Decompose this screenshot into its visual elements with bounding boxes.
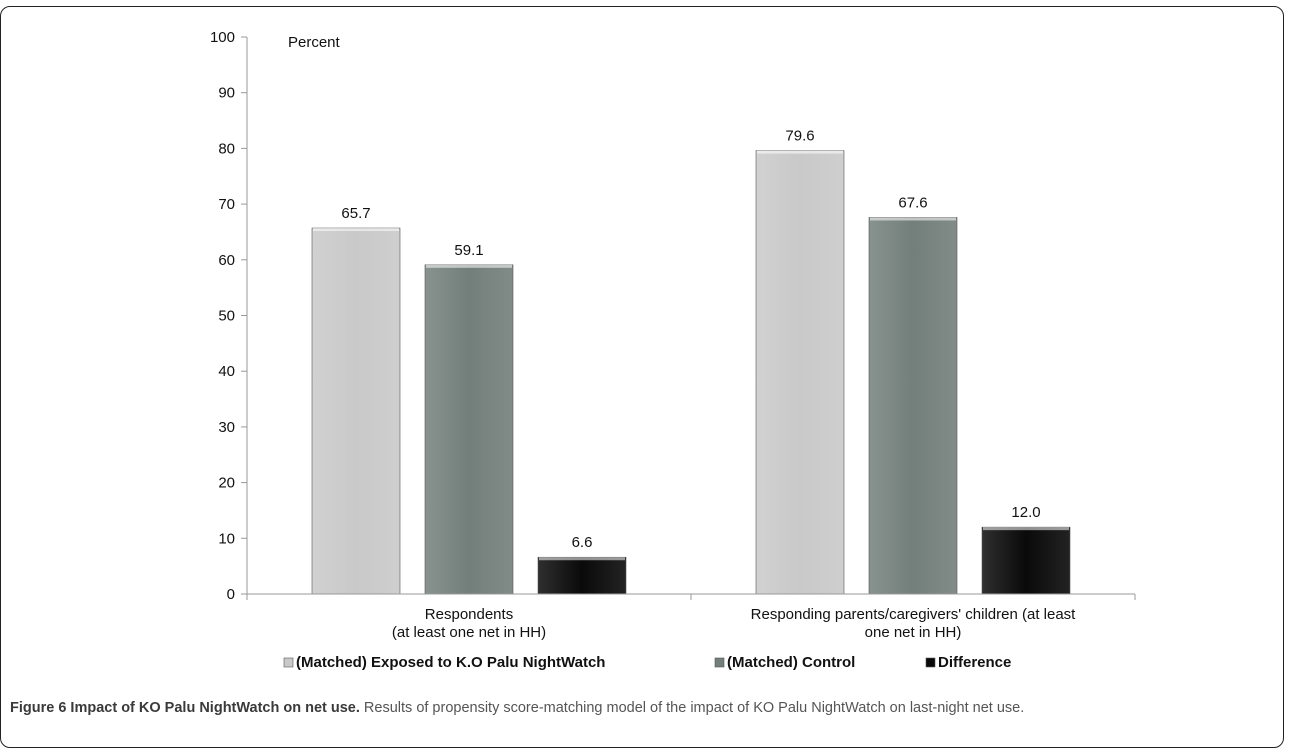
data-label: 67.6	[898, 194, 927, 211]
caption-text: Results of propensity score-matching mod…	[359, 700, 1025, 716]
y-tick-label: 0	[227, 586, 235, 603]
legend-swatch	[283, 657, 294, 668]
y-tick-label: 70	[218, 196, 235, 213]
x-category-label: one net in HH)	[865, 624, 962, 641]
y-tick-label: 50	[218, 308, 235, 325]
x-axis: Respondents(at least one net in HH) Respo…	[246, 593, 1136, 641]
y-tick-label: 30	[218, 419, 235, 436]
data-label: 59.1	[454, 242, 483, 259]
data-label: 79.6	[785, 128, 814, 145]
y-tick-label: 80	[218, 140, 235, 157]
y-axis: 0 10 20 30 40 50 60 70 80 90 100	[210, 29, 248, 603]
caption-label: Figure 6 Impact of KO Palu NightWatch on…	[10, 700, 360, 716]
value-labels: 65.7 59.1 6.6 79.6 67.6 12.0	[341, 128, 1040, 552]
y-tick-label: 10	[218, 530, 235, 547]
y-tick-label: 100	[210, 29, 235, 46]
legend-swatch	[925, 657, 936, 668]
x-category-label: (at least one net in HH)	[392, 624, 546, 641]
bar	[868, 217, 958, 595]
bar-highlight	[983, 527, 1069, 531]
x-category-label: Respondents	[425, 606, 513, 623]
legend-label: (Matched) Exposed to K.O Palu NightWatch	[296, 654, 605, 671]
bar-highlight	[539, 557, 625, 561]
bar	[981, 526, 1071, 595]
bar	[537, 556, 627, 595]
y-axis-label: Percent	[288, 34, 341, 51]
legend-swatch	[714, 657, 725, 668]
data-label: 12.0	[1011, 504, 1040, 521]
data-label: 65.7	[341, 205, 370, 222]
bar-highlight	[426, 264, 512, 268]
y-tick-label: 90	[218, 85, 235, 102]
data-label: 6.6	[572, 534, 593, 551]
y-tick-label: 20	[218, 475, 235, 492]
y-tick-label: 60	[218, 252, 235, 269]
x-category-label: Responding parents/caregivers' children …	[751, 606, 1077, 623]
legend-label: (Matched) Control	[727, 654, 855, 671]
bar	[311, 227, 401, 595]
bar	[424, 264, 514, 595]
y-tick-label: 40	[218, 363, 235, 380]
legend: (Matched) Exposed to K.O Palu NightWatch…	[283, 654, 1011, 671]
figure-frame	[0, 6, 1284, 748]
legend-label: Difference	[938, 654, 1011, 671]
bar-highlight	[757, 150, 843, 154]
bar-highlight	[313, 228, 399, 232]
bars	[311, 150, 1071, 595]
bar	[755, 150, 845, 595]
bar-highlight	[870, 217, 956, 221]
figure-caption: Figure 6 Impact of KO Palu NightWatch on…	[10, 698, 1270, 718]
